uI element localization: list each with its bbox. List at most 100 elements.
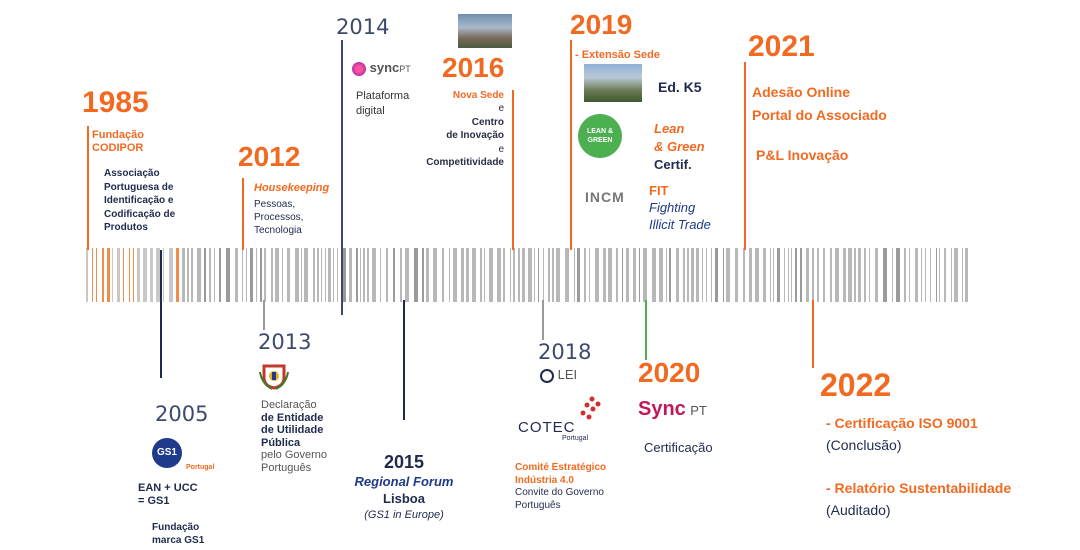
event-2016-line3: Centro [471,116,504,128]
barcode-stripe [823,248,825,302]
barcode-stripe [896,248,900,302]
event-2021-line3: P&L Inovação [756,147,849,163]
barcode-stripe [806,248,809,302]
event-2005-line2: = GS1 [138,495,170,507]
new-headquarters-photo [458,14,512,48]
barcode-stripe [925,248,926,302]
barcode-stripe [749,248,752,302]
barcode-stripe [472,248,476,302]
barcode-stripe [96,248,97,302]
event-2018-line1: Comité Estratégico [515,462,607,473]
lei-logo: LEI [540,367,577,383]
event-2015-line3: (GS1 in Europe) [364,509,444,521]
marker-2022 [812,300,814,368]
marker-2014 [341,40,343,315]
barcode-stripe [380,248,381,302]
barcode-stripe [795,248,797,302]
event-2012-title: Housekeeping [254,182,330,194]
barcode-stripe [386,248,388,302]
barcode-stripe [102,248,104,302]
barcode-stripe [497,248,501,302]
event-2015-line1: Regional Forum [354,474,454,489]
marker-2020 [645,300,647,360]
barcode-stripe [666,248,667,302]
barcode-stripe [242,248,243,302]
barcode-stripe [304,248,308,302]
barcode-stripe [812,248,814,302]
barcode-stripe [608,248,612,302]
barcode-stripe [930,248,931,302]
event-2022-line3: - Relatório Sustentabilidade [826,480,1012,496]
event-2021-line1: Adesão Online [752,84,851,100]
barcode-stripe [683,248,685,302]
barcode-stripe [951,248,952,302]
year-2013: 2013 [258,330,312,354]
event-2018-line3: Convite do Governo [515,487,604,498]
event-2019-fit: FIT Fighting Illicit Trade [649,182,711,233]
barcode-stripe [400,248,402,302]
barcode-stripe [691,248,694,302]
year-2015: 2015 [383,452,425,472]
event-2005-desc2: Fundação marca GS1 [152,521,204,547]
event-2016-desc: Nova Sede e Centro de Inovação e Competi… [400,89,504,169]
barcode-stripe [137,248,140,302]
event-2005-line3: Fundação [152,522,200,533]
syncpt-certified-logo: Sync PT [638,398,707,421]
marker-2015 [403,300,405,420]
barcode-stripe [343,248,346,302]
event-2013-line: Declaração [261,399,317,411]
barcode-stripe [489,248,493,302]
event-2018-line2: Indústria 4.0 [515,474,574,486]
barcode-stripe [250,248,253,302]
event-2016-line4: de Inovação [446,130,504,142]
barcode-stripe [518,248,520,302]
event-2012-desc-line: Processos, [254,212,304,223]
barcode-stripe [163,248,164,302]
barcode-stripe [869,248,870,302]
barcode-stripe [393,248,395,302]
barcode-stripe [577,248,580,302]
event-2015-block: 2015 Regional Forum Lisboa (GS1 in Europ… [345,451,463,523]
barcode-stripe [169,248,173,302]
event-2019-fit1: Fighting [649,200,696,215]
year-2020: 2020 [638,357,701,388]
barcode-stripe [282,248,283,302]
barcode-stripe [548,248,550,302]
barcode-stripe [936,248,937,302]
year-2019: 2019 [570,9,633,40]
barcode-stripe [197,248,201,302]
gs1-logo-text: GS1 [156,447,177,458]
marker-2019 [570,40,572,250]
barcode-stripe [86,248,88,302]
barcode-stripe [843,248,846,302]
barcode-stripe [595,248,599,302]
marker-1985 [87,126,89,250]
barcode-stripe [904,248,906,302]
event-2019-lean1: Lean [654,121,685,136]
barcode-stripe [743,248,745,302]
barcode-stripe [643,248,647,302]
barcode-stripe [117,248,120,302]
barcode-stripe [133,248,134,302]
barcode-stripe [777,248,780,302]
barcode-stripe [543,248,544,302]
barcode-stripe [360,248,361,302]
barcode-stripe [204,248,206,302]
barcode-stripe [235,248,238,302]
event-2014-desc-line: Plataforma [356,90,410,102]
lei-logo-icon [540,368,554,383]
event-2018-desc: Comité Estratégico Indústria 4.0 Convite… [515,462,606,512]
event-2022-desc: - Certificação ISO 9001 (Conclusão) - Re… [826,412,1011,521]
barcode-stripe [275,248,279,302]
year-2012: 2012 [238,141,301,172]
event-2016-line1: Nova Sede [452,90,504,101]
barcode-stripe [92,248,93,302]
barcode-stripe [143,248,147,302]
gs1-logo: GS1 [152,438,182,468]
barcode-stripe [182,248,185,302]
cotec-logo-text: COTEC [518,419,576,436]
barcode-stripe [784,248,785,302]
barcode-stripe [325,248,326,302]
barcode-stripe [480,248,482,302]
barcode-stripe [892,248,893,302]
